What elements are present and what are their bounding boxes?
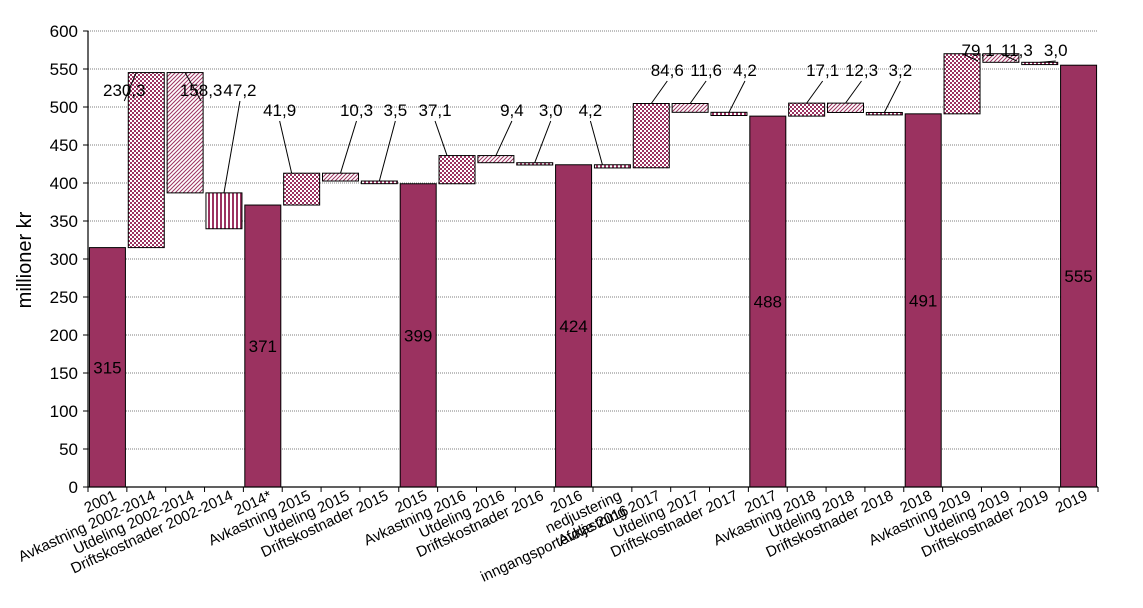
- change-value-label: 4,2: [579, 101, 603, 120]
- total-bar: [88, 247, 126, 488]
- label-leader-line: [1039, 60, 1056, 63]
- distribution-bar: [322, 172, 359, 182]
- change-value-label: 3,5: [384, 101, 408, 120]
- change-value-label: 4,2: [733, 61, 757, 80]
- y-tick-label: 350: [50, 212, 78, 231]
- change-value-label: 41,9: [263, 101, 296, 120]
- label-leader-line: [123, 72, 137, 102]
- return-bar: [788, 102, 826, 117]
- label-leader-line: [1000, 53, 1018, 62]
- total-value-label: 491: [909, 291, 937, 310]
- cost-bar: [710, 111, 748, 117]
- y-tick-label: 200: [50, 326, 78, 345]
- total-bar: [244, 204, 282, 488]
- y-tick-label: 500: [50, 98, 78, 117]
- label-leader-line: [340, 120, 357, 174]
- label-leader-line: [279, 120, 293, 174]
- y-tick-label: 600: [50, 22, 78, 41]
- y-tick-label: 0: [69, 478, 78, 497]
- total-bar: [399, 183, 437, 488]
- change-value-label: 11,6: [690, 61, 722, 80]
- label-leader-line: [689, 80, 707, 104]
- total-value-label: 488: [754, 293, 782, 312]
- bars: [88, 53, 1098, 488]
- label-leader-line: [806, 80, 824, 104]
- y-tick-label: 400: [50, 174, 78, 193]
- distribution-bar: [671, 103, 709, 113]
- change-value-label: 37,1: [418, 101, 451, 120]
- cost-bar: [516, 162, 554, 166]
- return-bar: [632, 103, 670, 169]
- label-leader-line: [534, 120, 552, 163]
- distribution-bar: [166, 72, 204, 194]
- change-value-label: 3,0: [1044, 41, 1068, 60]
- return-bar: [943, 53, 981, 115]
- x-category-label-line: 2019: [1053, 487, 1090, 517]
- total-bar: [904, 113, 942, 488]
- label-leader-line: [845, 80, 862, 104]
- label-leader-line: [223, 100, 241, 193]
- y-tick-label: 450: [50, 136, 78, 155]
- cost-bar: [1021, 61, 1059, 66]
- total-value-label: 315: [93, 358, 121, 377]
- y-tick-label: 550: [50, 60, 78, 79]
- return-bar: [127, 72, 165, 249]
- labels: 315 230,3 158,3 47,2 371 41,9 10,3 3,5 399 37,1 9,…: [93, 41, 1093, 377]
- return-bar: [438, 155, 476, 185]
- y-tick-label: 150: [50, 364, 78, 383]
- cost-bar: [205, 192, 243, 230]
- x-category-label: 2019: [1053, 487, 1090, 517]
- label-leader-line: [650, 80, 668, 104]
- label-leader-line: [883, 80, 901, 113]
- cost-bar: [865, 111, 903, 116]
- y-axis-title: millioner kr: [14, 211, 36, 308]
- y-tick-label: 300: [50, 250, 78, 269]
- distribution-bar: [827, 102, 864, 113]
- change-value-label: 47,2: [223, 81, 256, 100]
- label-leader-line: [378, 120, 396, 182]
- label-leader-line: [184, 72, 202, 102]
- return-bar: [283, 172, 321, 206]
- label-leader-line: [961, 53, 979, 62]
- total-value-label: 555: [1064, 267, 1092, 286]
- change-value-label: 11,3: [1001, 41, 1033, 60]
- distribution-bar: [477, 155, 515, 164]
- label-leader-line: [728, 80, 746, 113]
- total-value-label: 371: [249, 337, 277, 356]
- change-value-label: 10,3: [340, 101, 373, 120]
- change-value-label: 9,4: [500, 101, 524, 120]
- label-leader-line: [434, 120, 448, 156]
- cost-bar: [360, 180, 398, 185]
- y-tick-label: 100: [50, 402, 78, 421]
- cost-bar: [593, 164, 631, 169]
- change-value-label: 230,3: [103, 81, 146, 100]
- change-value-label: 84,6: [651, 61, 684, 80]
- total-bar: [1060, 64, 1098, 488]
- total-bar: [749, 115, 787, 488]
- change-value-label: 79,1: [961, 41, 994, 60]
- change-value-label: 12,3: [845, 61, 878, 80]
- label-leader-line: [589, 120, 603, 165]
- change-value-label: 3,2: [889, 61, 913, 80]
- change-value-label: 3,0: [539, 101, 563, 120]
- total-value-label: 424: [559, 317, 587, 336]
- total-value-label: 399: [404, 326, 432, 345]
- change-value-label: 158,3: [180, 81, 223, 100]
- label-leader-line: [495, 120, 513, 156]
- total-bar: [555, 164, 593, 488]
- change-value-label: 17,1: [806, 61, 839, 80]
- y-tick-label: 50: [59, 440, 78, 459]
- y-tick-label: 250: [50, 288, 78, 307]
